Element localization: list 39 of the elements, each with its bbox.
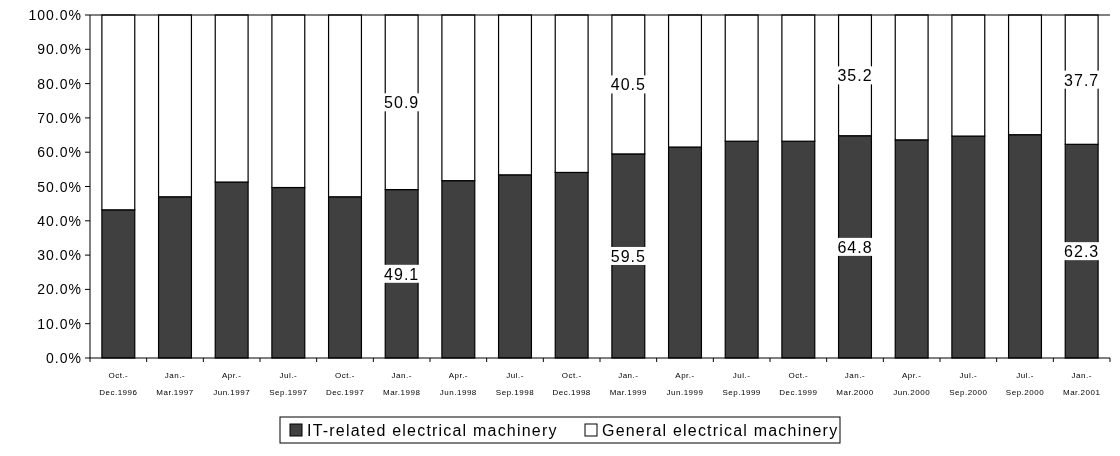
x-tick-label: Jul.- Sep.1998 (495, 371, 535, 397)
y-tick-label: 40.0% (37, 212, 82, 229)
x-tick-label: Jul.- Sep.1997 (269, 371, 308, 397)
y-tick-label: 30.0% (37, 247, 82, 264)
x-tick-label: Apr.- Jun.1999 (666, 371, 704, 397)
data-label: 59.5 (610, 247, 646, 265)
x-tick-label: Oct.- Dec.1996 (99, 371, 138, 397)
y-tick-label: 0.0% (46, 350, 82, 366)
y-tick-label: 70.0% (37, 109, 82, 126)
x-tick-label: Oct.- Dec.1998 (552, 371, 591, 397)
data-label: 62.3 (1064, 243, 1100, 261)
y-tick-label: 20.0% (37, 281, 82, 298)
x-tick-label: Jul.- Sep.2000 (1005, 371, 1045, 397)
x-tick-label: Jul.- Sep.1999 (722, 371, 761, 397)
x-tick-label: Jan.- Mar.1999 (609, 371, 648, 397)
y-tick-label: 10.0% (37, 315, 82, 332)
data-label: 40.5 (610, 76, 646, 94)
data-label: 37.7 (1064, 71, 1100, 89)
data-label: 35.2 (837, 67, 873, 85)
x-tick-label: Jan.- Mar.2000 (836, 371, 874, 397)
y-tick-label: 90.0% (37, 41, 82, 58)
x-tick-label: Oct.- Dec.1999 (779, 371, 818, 397)
x-tick-label: Jan.- Mar.1997 (156, 371, 194, 397)
x-tick-label: Jan.- Mar.2001 (1062, 371, 1101, 397)
x-tick-label: Oct.- Dec.1997 (325, 371, 365, 397)
x-tick-label: Apr.- Jun.2000 (893, 371, 931, 397)
x-tick-label: Apr.- Jun.1997 (213, 371, 251, 397)
x-tick-label: Jul.- Sep.2000 (949, 371, 988, 397)
y-tick-label: 80.0% (37, 75, 82, 92)
y-tick-label: 100.0% (28, 7, 82, 23)
data-label: 50.9 (384, 94, 420, 112)
y-tick-label: 60.0% (37, 144, 82, 161)
x-tick-label: Jan.- Mar.1998 (382, 371, 421, 397)
x-tick-label: Apr.- Jun.1998 (439, 371, 477, 397)
legend-label: IT-related electrical machinery (307, 422, 558, 439)
legend-label: General electrical machinery (602, 422, 839, 439)
data-label: 64.8 (837, 238, 873, 256)
y-tick-label: 50.0% (37, 178, 82, 195)
data-label: 49.1 (384, 265, 420, 283)
